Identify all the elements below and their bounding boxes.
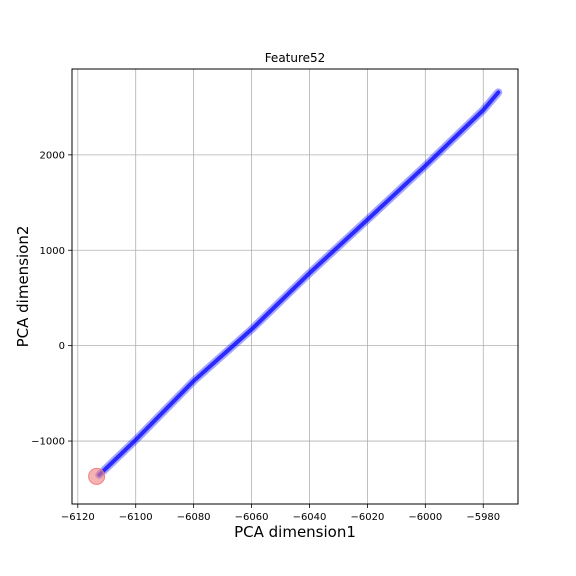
x-tick-label: −6060 — [235, 512, 269, 523]
x-axis-ticks: −6120 −6100 −6080 −6060 −6040 −6020 −6000 −5980 — [61, 504, 500, 523]
x-tick-label: −6000 — [408, 512, 442, 523]
series-layer — [88, 88, 503, 485]
x-axis-label: PCA dimension1 — [234, 523, 356, 541]
y-tick-label: 1000 — [40, 246, 65, 257]
grid — [72, 69, 518, 504]
y-axis-label: PCA dimension2 — [14, 226, 32, 348]
start-point-marker — [88, 467, 106, 485]
x-tick-label: −6020 — [350, 512, 384, 523]
x-tick-label: −6080 — [177, 512, 211, 523]
x-tick-label: −6120 — [61, 512, 95, 523]
y-tick-label: 2000 — [40, 150, 65, 161]
y-tick-label: −1000 — [31, 437, 65, 448]
x-tick-label: −5980 — [466, 512, 500, 523]
chart-title: Feature52 — [265, 51, 326, 65]
y-axis-ticks: −1000 0 1000 2000 — [31, 150, 72, 448]
x-tick-label: −6100 — [119, 512, 153, 523]
series-line — [97, 90, 501, 477]
y-tick-label: 0 — [59, 341, 65, 352]
x-tick-label: −6040 — [293, 512, 327, 523]
plot-frame — [71, 68, 519, 505]
